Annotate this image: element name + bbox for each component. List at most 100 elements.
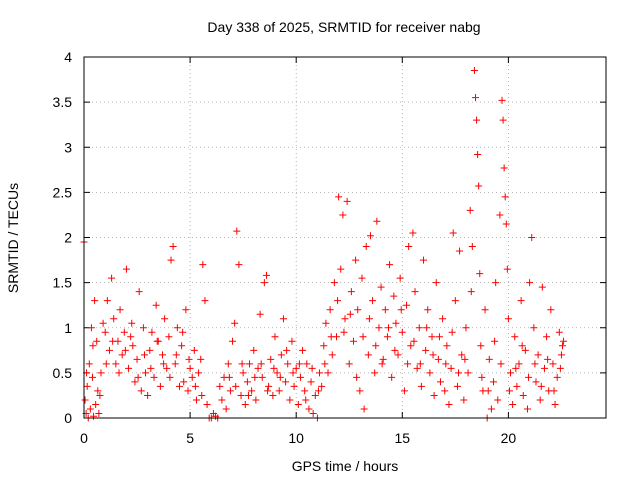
data-point [198, 391, 206, 399]
data-points [80, 67, 568, 422]
data-point [345, 360, 353, 368]
data-point [85, 360, 93, 368]
data-point [326, 306, 334, 314]
data-point [246, 360, 254, 368]
data-point [218, 396, 226, 404]
data-point [379, 355, 387, 363]
data-point [560, 337, 568, 345]
data-point [477, 342, 485, 350]
data-point [507, 369, 515, 377]
data-point [292, 364, 300, 372]
data-point [430, 391, 438, 399]
data-point [197, 355, 205, 363]
data-point [409, 229, 417, 237]
data-point [405, 243, 413, 251]
data-point [373, 217, 381, 225]
data-point [390, 292, 398, 300]
data-point [127, 333, 135, 341]
data-point [267, 355, 275, 363]
data-point [435, 333, 443, 341]
data-point [109, 337, 117, 345]
data-point [99, 319, 107, 327]
data-point [165, 333, 173, 341]
data-point [497, 360, 505, 368]
data-point [451, 297, 459, 305]
data-point [120, 328, 128, 336]
data-point [369, 297, 377, 305]
data-point [269, 391, 277, 399]
data-point [481, 306, 489, 314]
data-point [547, 306, 555, 314]
data-point [377, 283, 385, 291]
data-point [358, 274, 366, 282]
data-point [309, 409, 317, 417]
data-point [464, 369, 472, 377]
data-point [251, 373, 259, 381]
data-point [303, 360, 311, 368]
data-point [237, 391, 245, 399]
data-point [86, 405, 94, 413]
data-point [397, 306, 405, 314]
data-point [403, 301, 411, 309]
data-point [320, 342, 328, 350]
x-tick-label: 10 [288, 430, 304, 446]
data-point [191, 382, 199, 390]
data-point [225, 373, 233, 381]
data-point [167, 256, 175, 264]
data-point [443, 342, 451, 350]
data-point [490, 378, 498, 386]
data-point [233, 227, 241, 235]
data-point [229, 337, 237, 345]
data-point [509, 400, 517, 408]
grid [84, 57, 606, 418]
data-point [195, 369, 203, 377]
data-point [442, 360, 450, 368]
data-point [262, 271, 270, 279]
data-point [283, 346, 291, 354]
data-point [125, 364, 133, 372]
data-point [404, 360, 412, 368]
data-point [103, 297, 111, 305]
data-point [239, 369, 247, 377]
data-point [302, 396, 310, 404]
data-point [549, 360, 557, 368]
data-point [286, 396, 294, 404]
data-point [365, 315, 373, 323]
data-point [416, 360, 424, 368]
data-point [116, 306, 124, 314]
data-point [424, 306, 432, 314]
data-point [192, 396, 200, 404]
data-point [434, 355, 442, 363]
data-point [182, 306, 190, 314]
data-point [250, 346, 258, 354]
data-point [410, 337, 418, 345]
data-point [222, 405, 230, 413]
data-point [88, 373, 96, 381]
data-point [400, 387, 408, 395]
data-point [484, 387, 492, 395]
data-point [184, 387, 192, 395]
data-point [476, 270, 484, 278]
data-point [499, 116, 507, 124]
data-point [305, 405, 313, 413]
data-point [388, 373, 396, 381]
y-tick-label: 1.5 [53, 275, 73, 291]
data-point [137, 387, 145, 395]
data-point [553, 373, 561, 381]
data-point [273, 369, 281, 377]
data-point [525, 373, 533, 381]
data-point [436, 378, 444, 386]
data-point [260, 279, 268, 287]
data-point [161, 315, 169, 323]
data-point [448, 328, 456, 336]
data-point [362, 243, 370, 251]
data-point [299, 346, 307, 354]
data-point [349, 337, 357, 345]
data-point [243, 378, 251, 386]
data-point [461, 355, 469, 363]
data-point [500, 164, 508, 172]
data-point [343, 197, 351, 205]
data-point [551, 400, 559, 408]
data-point [396, 274, 404, 282]
data-point [447, 364, 455, 372]
